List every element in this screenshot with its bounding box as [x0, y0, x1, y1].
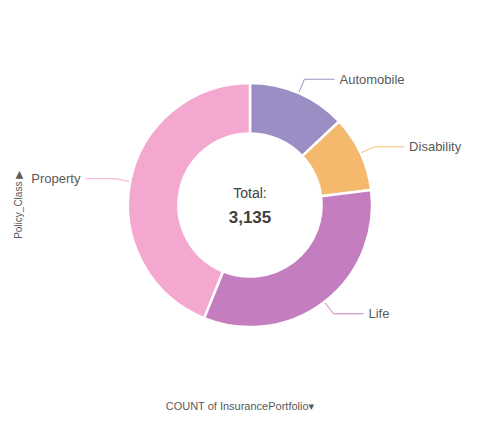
svg-text:Life: Life	[368, 306, 389, 321]
svg-text:3,135: 3,135	[229, 208, 272, 227]
svg-text:COUNT of InsurancePortfolio▾: COUNT of InsurancePortfolio▾	[166, 400, 315, 412]
svg-text:Total:: Total:	[233, 185, 266, 201]
svg-text:Policy_Class ▶: Policy_Class ▶	[13, 171, 24, 239]
svg-text:Property: Property	[31, 171, 81, 186]
svg-text:Disability: Disability	[409, 139, 462, 154]
svg-text:Automobile: Automobile	[340, 72, 405, 87]
